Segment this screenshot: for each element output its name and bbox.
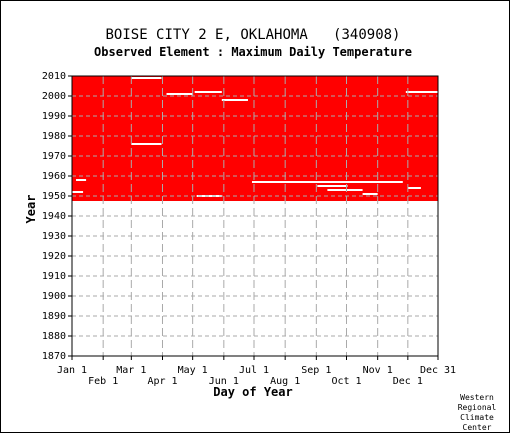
y-tick-label: 1950: [42, 191, 66, 202]
x-tick-label: Oct 1: [331, 376, 361, 387]
y-tick-label: 1920: [42, 251, 66, 262]
x-tick-label: Feb 1: [88, 376, 118, 387]
data-region: [72, 76, 438, 201]
y-tick-label: 1930: [42, 231, 66, 242]
plot-area: [72, 76, 438, 201]
y-tick-label: 1910: [42, 271, 66, 282]
y-tick-label: 1940: [42, 211, 66, 222]
x-tick-label: Apr 1: [147, 376, 177, 387]
y-axis-label: Year: [24, 195, 38, 224]
x-tick-label: Mar 1: [116, 365, 146, 376]
missing-data-gap: [196, 195, 222, 197]
credit-line-1: Western: [460, 393, 494, 402]
x-tick-label: Dec 1: [393, 376, 423, 387]
credit-block: Western Regional Climate Center: [458, 393, 497, 432]
x-tick-label: Nov 1: [363, 365, 393, 376]
y-tick-label: 1890: [42, 311, 66, 322]
missing-data-gap: [166, 93, 193, 95]
y-tick-label: 1960: [42, 171, 66, 182]
missing-data-gap: [327, 189, 363, 191]
x-tick-label: May 1: [178, 365, 208, 376]
y-tick-label: 1870: [42, 351, 66, 362]
x-tick-label: Jul 1: [239, 365, 269, 376]
chart-subtitle: Observed Element : Maximum Daily Tempera…: [94, 45, 412, 59]
missing-data-gap: [221, 99, 248, 101]
missing-data-gap: [131, 143, 162, 145]
x-axis-label: Day of Year: [213, 385, 292, 399]
x-tick-label: Aug 1: [270, 376, 300, 387]
credit-line-2: Regional: [458, 403, 497, 412]
credit-line-3: Climate: [460, 413, 494, 422]
missing-data-gap: [407, 187, 421, 189]
y-tick-label: 1880: [42, 331, 66, 342]
missing-data-gap: [317, 185, 348, 187]
y-tick-label: 1990: [42, 111, 66, 122]
y-axis-ticks: 1870 1880 1890 1900 1910 1920 1930 1940 1950 1960…: [42, 71, 72, 362]
y-tick-label: 2010: [42, 71, 66, 82]
missing-data-gap: [131, 77, 162, 79]
x-tick-label: Sep 1: [301, 365, 331, 376]
missing-data-gap: [251, 181, 403, 183]
y-tick-label: 2000: [42, 91, 66, 102]
x-tick-label: Dec 31: [420, 365, 456, 376]
y-tick-label: 1970: [42, 151, 66, 162]
y-tick-label: 1980: [42, 131, 66, 142]
credit-line-4: Center: [463, 423, 492, 432]
y-tick-label: 1900: [42, 291, 66, 302]
x-axis-ticks: Jan 1 Mar 1 May 1 Jul 1 Sep 1 Nov 1 Dec 31 Feb …: [57, 356, 456, 387]
missing-data-gap: [362, 193, 378, 195]
chart-title: BOISE CITY 2 E, OKLAHOMA (340908): [105, 27, 400, 43]
missing-data-gap: [194, 91, 222, 93]
missing-data-gap: [405, 91, 438, 93]
missing-data-gap: [76, 179, 87, 181]
x-tick-label: Jun 1: [209, 376, 239, 387]
x-tick-label: Jan 1: [57, 365, 87, 376]
missing-data-gap: [72, 191, 84, 193]
